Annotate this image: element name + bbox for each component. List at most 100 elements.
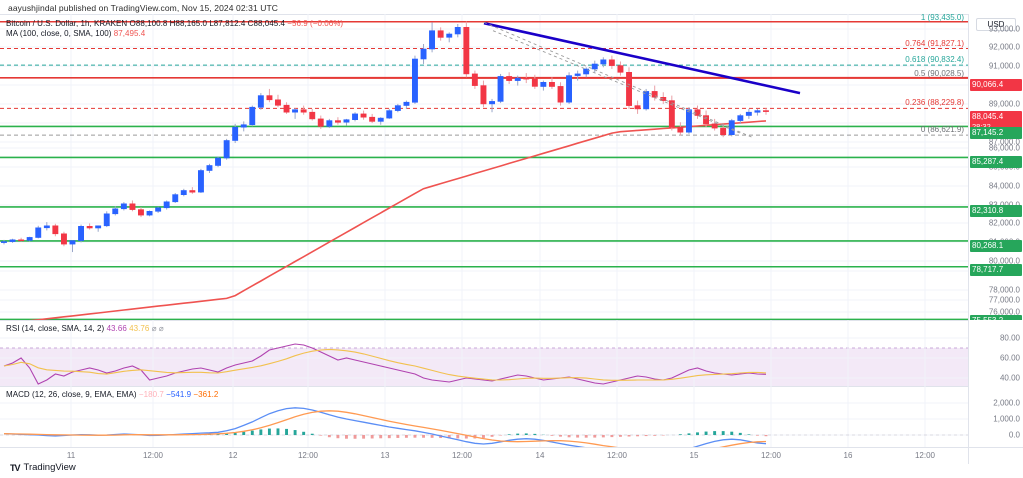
- candlestick: [138, 209, 144, 216]
- candlestick: [274, 99, 281, 106]
- macd-name: MACD (12, 26, close, 9, EMA, EMA): [6, 390, 137, 399]
- price-badge: 87,145.2: [970, 127, 1022, 139]
- candlestick: [249, 106, 256, 125]
- candlestick: [26, 237, 33, 241]
- price-badge-countdown: 28:32: [972, 122, 1020, 132]
- pane-divider: [0, 320, 1023, 321]
- candlestick: [574, 73, 581, 76]
- candlestick: [677, 126, 684, 133]
- candlestick: [300, 109, 307, 113]
- candlestick: [0, 241, 7, 243]
- symbol-title: Bitcoin / U.S. Dollar, 1h, KRAKEN: [6, 19, 128, 28]
- candlestick: [514, 77, 521, 81]
- candlestick: [283, 104, 290, 113]
- time-tick: 12:00: [297, 451, 319, 460]
- time-axis[interactable]: 11 12:00 12 12:00 13 12:00 14 12:00 15 12:00 16 12:…: [0, 447, 1023, 464]
- time-tick: 12:00: [142, 451, 164, 460]
- time-tick: 16: [843, 451, 853, 460]
- fib-level-label: 0.236 (88,229.8): [905, 98, 964, 107]
- candlestick: [9, 239, 16, 242]
- price-tick: 89,000.0: [988, 99, 1020, 109]
- price-badge-label: 80,268.1: [972, 241, 1004, 250]
- candlestick: [540, 82, 547, 87]
- pane-divider: [0, 386, 1023, 387]
- axis-tick: 80.00: [999, 333, 1020, 343]
- descending-trendline: [483, 21, 801, 95]
- time-tick: 12:00: [606, 451, 628, 460]
- macd-plot-area[interactable]: [0, 386, 968, 447]
- candlestick: [437, 30, 444, 38]
- ma-value: 87,495.4: [113, 29, 146, 38]
- candlestick: [608, 59, 615, 66]
- macd-axis[interactable]: 2,000.0 1,000.0 0.0: [968, 386, 1023, 447]
- macd-line-value: −541.9: [166, 390, 192, 399]
- time-tick: 11: [66, 451, 76, 460]
- candlestick: [762, 110, 769, 112]
- candlestick: [369, 116, 376, 122]
- candlestick: [446, 33, 453, 38]
- price-badge: 90,066.4: [970, 79, 1022, 91]
- macd-pane[interactable]: 2,000.0 1,000.0 0.0 MACD (12, 26, close, 9…: [0, 386, 1023, 447]
- candlestick: [326, 120, 333, 127]
- time-tick: 12:00: [760, 451, 782, 460]
- legend-low: L87,812.4: [209, 19, 246, 28]
- candlestick: [18, 239, 25, 242]
- price-badge: 82,310.8: [970, 205, 1022, 217]
- candlestick: [668, 100, 675, 128]
- rsi-axis[interactable]: 80.00 60.00 40.00: [968, 320, 1023, 386]
- candlestick: [471, 73, 478, 86]
- candlestick: [711, 123, 718, 129]
- price-badge: 75,553.2: [970, 315, 1022, 320]
- fib-level-label: 0.618 (90,832.4): [905, 55, 964, 64]
- ma-name: MA (100, close, 0, SMA, 100): [6, 29, 112, 38]
- candlestick: [497, 76, 504, 102]
- rsi-plot-area[interactable]: [0, 320, 968, 386]
- price-plot-area[interactable]: ⚡: [0, 14, 968, 320]
- candlestick: [257, 95, 264, 108]
- candlestick: [43, 225, 50, 229]
- macd-legend: MACD (12, 26, close, 9, EMA, EMA) −180.7…: [6, 390, 218, 399]
- candlestick: [548, 82, 555, 87]
- time-axis-spacer: [968, 447, 1023, 464]
- candlestick: [720, 127, 727, 136]
- main-price-pane[interactable]: ⚡ USD 93,000.092,000.091,000.090,000.089…: [0, 13, 1023, 320]
- rsi-pane[interactable]: 80.00 60.00 40.00 RSI (14, close, SMA, 14,…: [0, 320, 1023, 386]
- candlestick: [429, 30, 435, 50]
- candlestick: [754, 110, 761, 113]
- time-tick: 13: [380, 451, 390, 460]
- candlestick: [292, 109, 298, 113]
- candlestick: [454, 27, 461, 35]
- rsi-legend: RSI (14, close, SMA, 14, 2) 43.66 43.76 …: [6, 324, 164, 333]
- candlestick: [163, 201, 170, 209]
- candlestick: [566, 75, 573, 103]
- candlestick: [95, 225, 102, 229]
- price-axis[interactable]: USD 93,000.092,000.091,000.090,000.089,0…: [968, 14, 1023, 320]
- candlestick: [626, 71, 633, 106]
- candlestick: [360, 113, 367, 118]
- time-tick: 12:00: [914, 451, 936, 460]
- candlestick: [685, 109, 692, 133]
- price-badge: 85,287.4: [970, 156, 1022, 168]
- price-tick: 92,000.0: [988, 42, 1020, 52]
- price-badge-label: 87,145.2: [972, 128, 1004, 137]
- rsi-name: RSI (14, close, SMA, 14, 2): [6, 324, 105, 333]
- candlestick: [146, 211, 153, 216]
- macd-svg: [0, 386, 968, 447]
- candlestick: [223, 140, 230, 159]
- candlestick: [232, 126, 239, 141]
- candlestick: [172, 194, 179, 203]
- legend-change: −56.9 (−0.06%): [287, 19, 344, 28]
- symbol-legend: Bitcoin / U.S. Dollar, 1h, KRAKEN O88,10…: [6, 19, 343, 28]
- price-tick: 86,000.0: [988, 143, 1020, 153]
- price-badge-label: 78,717.7: [972, 265, 1004, 274]
- candlestick: [35, 227, 42, 238]
- time-tick: 12:00: [451, 451, 473, 460]
- axis-tick: 0.0: [1008, 430, 1020, 440]
- candlestick: [463, 27, 470, 75]
- legend-high: H88,165.0: [169, 19, 208, 28]
- candlestick: [215, 157, 221, 166]
- candlestick: [506, 76, 513, 81]
- currency-label: USD: [976, 18, 1016, 31]
- candlestick: [78, 226, 85, 241]
